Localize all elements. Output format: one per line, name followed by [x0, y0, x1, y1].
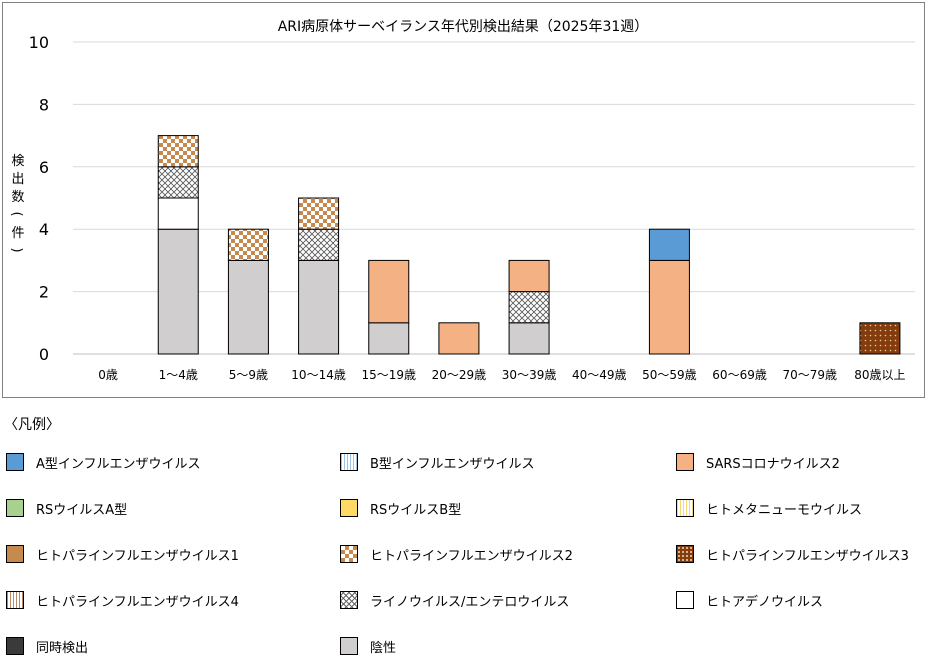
x-tick-label: 0歳: [98, 368, 118, 382]
bar-segment-sars: [368, 259, 410, 324]
x-tick-label: 40〜49歳: [572, 368, 627, 382]
legend-label: ヒトメタニューモウイルス: [706, 502, 863, 518]
y-tick-label: 4: [39, 220, 49, 239]
chart-title: ARI病原体サーベイランス年代別検出結果（2025年31週）: [278, 19, 649, 35]
legend-item: ヒトメタニューモウイルス: [676, 497, 862, 519]
bar-segment-negative: [368, 322, 410, 355]
legend-swatch: [676, 453, 694, 471]
legend-swatch: [6, 453, 24, 471]
legend-label: 同時検出: [36, 640, 89, 656]
legend-swatch: [6, 499, 24, 517]
legend-label: ヒトアデノウイルス: [706, 594, 824, 610]
legend-label: RSウイルスB型: [370, 502, 462, 518]
legend-label: ヒトパラインフルエンザウイルス1: [36, 548, 239, 564]
bar-segment-sars: [508, 259, 550, 293]
legend-swatch: [676, 545, 694, 563]
legend-item: ライノウイルス/エンテロウイルス: [340, 589, 569, 611]
bars: [157, 135, 901, 355]
bar-segment-negative: [157, 228, 199, 355]
legend-label: ヒトパラインフルエンザウイルス4: [36, 594, 239, 610]
bar-segment-negative: [508, 322, 550, 355]
x-tick-label: 80歳以上: [854, 368, 905, 382]
bar-segment-hpiv2: [227, 228, 269, 261]
legend-title: 〈凡例〉: [4, 417, 60, 433]
y-tick-label: 8: [39, 95, 49, 114]
y-axis-label-char: (: [9, 211, 24, 216]
legend-label: ヒトパラインフルエンザウイルス3: [706, 548, 909, 564]
x-tick-label: 20〜29歳: [432, 368, 487, 382]
legend-label: RSウイルスA型: [36, 502, 128, 518]
legend-item: 同時検出: [6, 635, 88, 657]
legend: A型インフルエンザウイルス B型インフルエンザウイルス SARSコロナウイルス2 RS…: [0, 448, 927, 663]
bar-segment-hpiv2: [157, 135, 199, 168]
legend-item: RSウイルスB型: [340, 497, 461, 519]
x-tick-label: 1〜4歳: [159, 368, 198, 382]
bar-segment-rhino: [157, 166, 199, 199]
legend-item: ヒトパラインフルエンザウイルス3: [676, 543, 909, 565]
legend-item: A型インフルエンザウイルス: [6, 451, 201, 473]
gridlines: [73, 41, 915, 355]
chart-area: ARI病原体サーベイランス年代別検出結果（2025年31週） 検出数 ( 件) 0 2…: [2, 2, 925, 398]
y-tick-label: 0: [39, 345, 49, 364]
x-tick-label: 5〜9歳: [229, 368, 268, 382]
x-tick-labels: 0歳 1〜4歳 5〜9歳 10〜14歳 15〜19歳 20〜29歳 30〜39歳 40〜49歳…: [98, 368, 905, 382]
legend-item: RSウイルスA型: [6, 497, 127, 519]
legend-swatch: [340, 499, 358, 517]
bar-segment-sars: [648, 259, 690, 355]
y-axis-label-char: 検: [11, 154, 24, 169]
legend-label: A型インフルエンザウイルス: [36, 456, 201, 472]
legend-swatch: [676, 499, 694, 517]
legend-label: ヒトパラインフルエンザウイルス2: [370, 548, 573, 564]
legend-item: ヒトパラインフルエンザウイルス4: [6, 589, 239, 611]
legend-swatch: [340, 637, 358, 655]
y-axis-label-char: ): [9, 247, 24, 252]
bar-segment-negative: [298, 259, 340, 355]
legend-swatch: [6, 591, 24, 609]
legend-label: SARSコロナウイルス2: [706, 456, 840, 472]
y-axis-label-char: 件: [11, 226, 24, 241]
bar-segment-hpiv2: [298, 197, 340, 230]
x-tick-label: 50〜59歳: [642, 368, 697, 382]
legend-swatch: [340, 591, 358, 609]
y-tick-label: 10: [29, 33, 49, 52]
y-tick-label: 6: [39, 158, 49, 177]
legend-label: B型インフルエンザウイルス: [370, 456, 535, 472]
chart-svg: ARI病原体サーベイランス年代別検出結果（2025年31週） 検出数 ( 件) 0 2…: [9, 19, 915, 382]
legend-swatch: [340, 453, 358, 471]
bar-segment-fluA: [648, 228, 690, 261]
legend-label: ライノウイルス/エンテロウイルス: [370, 594, 570, 610]
x-tick-label: 30〜39歳: [502, 368, 557, 382]
bar-segment-adeno: [157, 197, 199, 230]
legend-item: 陰性: [340, 635, 396, 657]
legend-swatch: [340, 545, 358, 563]
legend-item: ヒトパラインフルエンザウイルス1: [6, 543, 239, 565]
legend-item: ヒトアデノウイルス: [676, 589, 823, 611]
bar-segment-rhino: [298, 228, 340, 261]
bar-segment-hpiv3: [859, 322, 901, 355]
legend-item: B型インフルエンザウイルス: [340, 451, 535, 473]
bar-segment-sars: [438, 322, 480, 355]
x-tick-label: 70〜79歳: [782, 368, 837, 382]
legend-item: SARSコロナウイルス2: [676, 451, 840, 473]
x-tick-label: 60〜69歳: [712, 368, 767, 382]
x-tick-label: 10〜14歳: [291, 368, 346, 382]
bar-segment-negative: [227, 259, 269, 355]
y-axis-label-char: 出: [11, 172, 24, 187]
y-axis-label: 検出数 ( 件): [9, 154, 25, 253]
bar-segment-rhino: [508, 291, 550, 324]
y-tick-labels: 0 2 4 6 8 10: [29, 33, 49, 364]
legend-swatch: [6, 637, 24, 655]
x-tick-label: 15〜19歳: [361, 368, 416, 382]
legend-label: 陰性: [370, 640, 397, 656]
legend-swatch: [676, 591, 694, 609]
legend-item: ヒトパラインフルエンザウイルス2: [340, 543, 573, 565]
y-tick-label: 2: [39, 283, 49, 302]
y-axis-label-char: 数: [11, 190, 24, 205]
legend-swatch: [6, 545, 24, 563]
